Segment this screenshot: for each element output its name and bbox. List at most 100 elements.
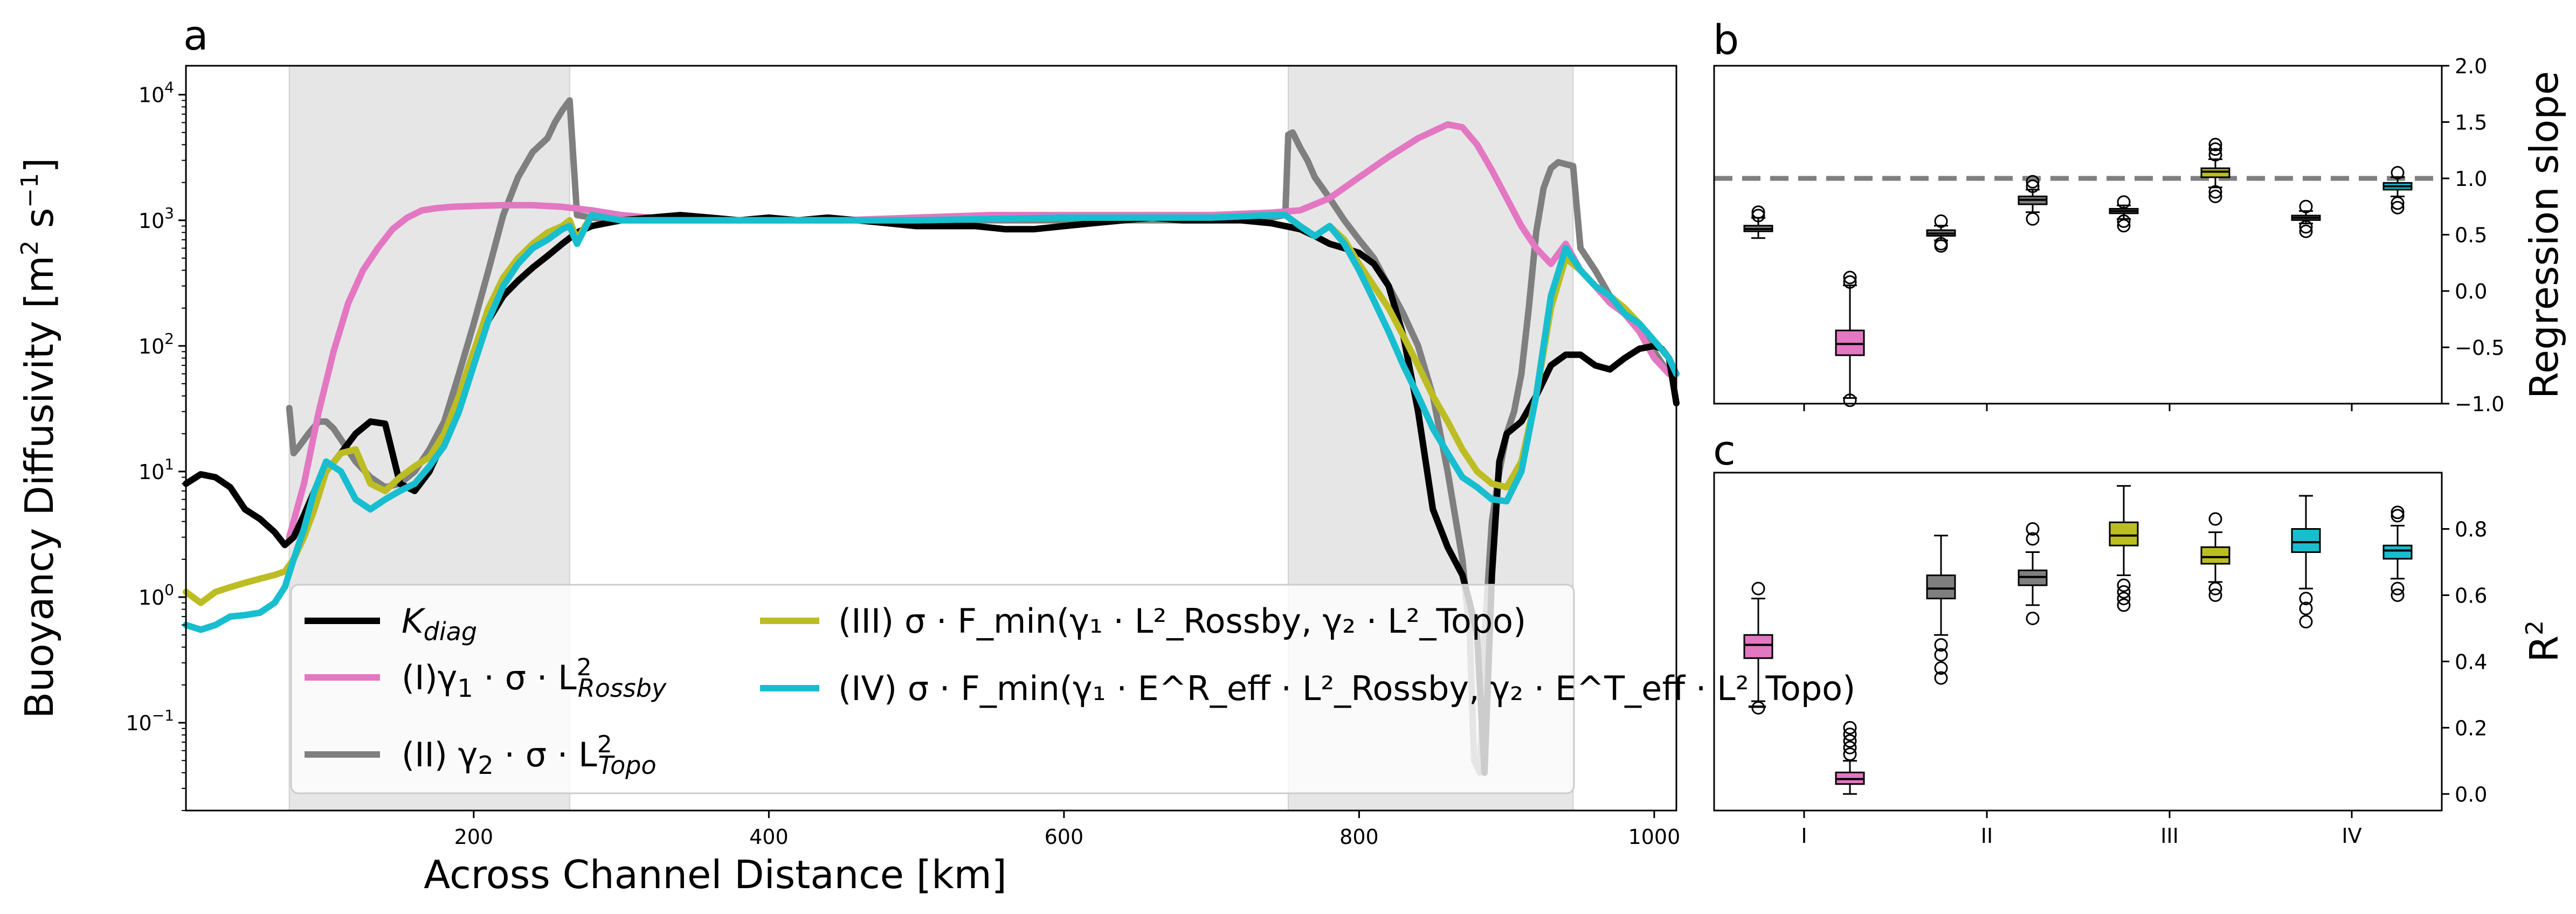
x-tick-label: 200 [454,825,494,849]
flier [2117,578,2131,592]
boxplot-III [2109,195,2139,233]
flier [2391,200,2405,214]
flier [1843,734,1857,748]
y-tick-label: 103 [139,204,174,233]
flier [2026,532,2040,546]
y-tick-label: −0.5 [2455,336,2504,360]
x-ticks [1803,404,2353,411]
flier [2117,585,2131,599]
flier [2208,137,2222,151]
x-tick-label: 1000 [1628,825,1681,849]
box [2200,167,2230,178]
flier [1843,740,1857,754]
x-tick-label: 600 [1045,825,1084,849]
y-ticks: 0.0 0.2 0.4 0.6 0.8 [2442,518,2487,806]
flier [2299,220,2313,234]
flier [2117,598,2131,612]
legend-frame [290,584,1575,794]
boxplot-II [2018,175,2048,226]
flier [2208,189,2222,203]
series-line-p2 [286,97,1673,776]
flier [1934,638,1948,652]
boxplots [1743,485,2413,795]
boxplot-III [2109,485,2139,612]
flier [2026,611,2040,625]
x-axis-label: Across Channel Distance [km] [424,852,1007,897]
flier [2117,214,2131,228]
panel-c: 0.00.20.40.60.8 I II III IV c R2 [1713,426,2567,848]
flier [1843,728,1857,742]
legend-label-p2: (II) γ2 · σ · L2 Topo [402,731,657,780]
y-tick-label: 0.8 [2455,518,2487,542]
box [1926,574,1956,600]
box [2382,544,2413,560]
y-tick-label: 102 [139,330,174,358]
flier [2391,196,2405,210]
panel-c-frame [1713,472,2443,812]
y-tick-label: 100 [139,581,174,610]
boxplot-IV [2382,166,2413,214]
panel-letter-c: c [1713,426,1736,474]
flier [1934,214,1948,228]
x-ticks: I II III IV [1801,811,2362,848]
flier [2299,224,2313,238]
legend: Kdiag (I)γ1 · σ · L2 Rossby (II) γ2 · σ ·… [290,584,1855,794]
flier [2299,592,2313,606]
panel-b: −1.0 −0.5 0.0 0.5 1.0 1.5 2.0 b Regression slo… [1713,16,2567,416]
legend-label-p1: (I)γ1 · σ · L2 Rossby [402,654,667,703]
box [2200,546,2230,565]
y-tick-label: 2.0 [2455,54,2487,78]
boxplot-II [2018,522,2048,625]
flier [1843,393,1857,407]
legend-label-p4: (IV) σ · F_min(γ₁ · E^R_eff · L²_Rossby,… [838,669,1855,708]
flier [2208,512,2222,526]
series-line-k [183,212,1680,776]
y-tick-label: 0.0 [2455,783,2487,806]
flier [1934,661,1948,675]
panel-letter-b: b [1713,16,1739,64]
panel-b-frame [1713,65,2443,405]
flier [1934,671,1948,685]
flier [2391,166,2405,180]
x-tick-label: III [2160,824,2179,848]
box [1835,329,1865,356]
flier [1934,237,1948,251]
series-line-p1 [286,121,1673,541]
flier [2117,592,2131,606]
legend-label-p3: (III) σ · F_min(γ₁ · L²_Rossby, γ₂ · L²_… [838,601,1526,641]
box [1743,634,1773,659]
y-tick-label: 0.2 [2455,716,2487,740]
y-tick-label: −1.0 [2455,392,2504,416]
boxplot-IV [2291,199,2321,238]
x-ticks: 200 400 600 800 1000 [454,811,1681,849]
legend-label-kdiag: Kdiag [402,601,477,646]
y-tick-label: 101 [139,455,174,484]
x-tick-label: IV [2342,824,2361,848]
boxplot-II [1926,214,1956,253]
flier [1751,701,1765,715]
flier [1934,648,1948,662]
flier [1843,721,1857,735]
boxplot-III [2200,512,2230,602]
flier [1843,275,1857,289]
x-tick-label: I [1801,824,1807,848]
y-ticks: 10−1 100 101 102 103 104 [126,79,186,811]
flier [2208,581,2222,596]
y-axis-label: R2 [2521,620,2567,662]
y-tick-label: 1.5 [2455,111,2487,135]
flier [2117,219,2131,233]
flier [2026,175,2040,189]
y-tick-label: 0.6 [2455,584,2487,607]
flier [2117,195,2131,209]
flier [2391,509,2405,523]
boxplot-IV [2382,506,2413,602]
boxplot-III [2200,137,2230,203]
box [2109,521,2139,546]
flier [2208,185,2222,199]
flier [2026,179,2040,193]
flier [2391,506,2405,520]
boxplot-I [1835,271,1865,407]
flier [2026,212,2040,226]
flier [1843,271,1857,285]
